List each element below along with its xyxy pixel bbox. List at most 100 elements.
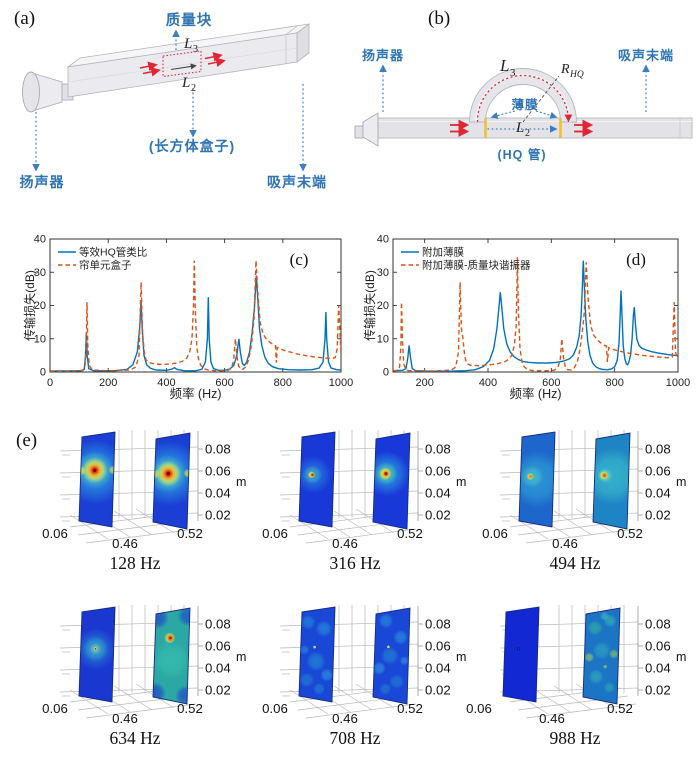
hq-tube [469, 68, 577, 123]
subplot-caption: 128 Hz [109, 553, 161, 573]
x-tick-label: 0.52 [177, 526, 203, 541]
absorber-text: 吸声末端 [618, 48, 674, 63]
x-tick-label: 0.06 [42, 701, 68, 716]
y-tick-label: 40 [377, 234, 389, 246]
z-tick-label: 0.08 [645, 617, 671, 632]
slice-border [582, 607, 621, 705]
z-tick-label: 0.06 [205, 464, 231, 479]
flow-arrows-right [204, 52, 226, 68]
hq-tube-text: (HQ 管) [497, 147, 546, 162]
flow-arrows-left [139, 61, 161, 77]
x-tick-label: 0 [47, 377, 53, 389]
slice-border [152, 432, 191, 530]
speaker-text: 扬声器 [362, 48, 404, 63]
panel-letter: (c) [290, 250, 309, 269]
z-tick-label: 0.06 [645, 464, 671, 479]
speaker-icon [22, 71, 74, 113]
z-tick-label: 0.04 [205, 661, 231, 676]
x-tick-label: 0.06 [466, 701, 492, 716]
rhq-text: R [560, 62, 570, 77]
z-tick-label: 0.04 [425, 486, 451, 501]
pressure-slice [519, 432, 555, 527]
z-tick-label: 0.02 [205, 683, 231, 698]
l3-text: L [499, 56, 509, 75]
z-tick-label: 0.08 [425, 617, 451, 632]
z-tick-label: 0.04 [425, 661, 451, 676]
hq-tube-highlight [475, 74, 571, 123]
x-tick-label: 0.06 [42, 526, 68, 541]
contour-subplot: 0.08 0.06 0.04 0.02 m 0.06 0.46 0.52 988 Hz [466, 590, 690, 759]
l3-sub: 3 [193, 44, 198, 55]
pressure-slice [503, 607, 539, 702]
y-tick-label: 10 [34, 333, 46, 345]
y-tick-label: 30 [34, 267, 46, 279]
y-tick-label: 40 [34, 234, 46, 246]
contour-subplot: 0.08 0.06 0.04 0.02 m 0.06 0.46 0.52 708 Hz [250, 590, 470, 759]
pressure-slice [79, 607, 115, 702]
x-tick-label: 400 [479, 377, 497, 389]
z-tick-label: 0.04 [205, 486, 231, 501]
z-tick-label: 0.02 [645, 683, 671, 698]
contour-subplot: 0.08 0.06 0.04 0.02 m 0.06 0.46 0.52 128 Hz [30, 415, 250, 585]
membrane-text: 薄膜 [511, 97, 538, 112]
arc-path-arrow [476, 74, 573, 123]
z-tick-label: 0.08 [425, 442, 451, 457]
panel-e-label: (e) [16, 430, 38, 451]
subplot-caption: 988 Hz [549, 728, 601, 748]
rhq-sub: HQ [569, 70, 584, 80]
x-tick-label: 800 [274, 377, 292, 389]
z-tick-label: 0.06 [645, 639, 671, 654]
x-tick-label: 200 [415, 377, 433, 389]
z-unit-label: m [236, 475, 246, 489]
z-tick-label: 0.04 [645, 661, 671, 676]
mass-block-text: 质量块 [166, 11, 213, 29]
panel-b-schematic: 扬声器 吸声末端 L 3 R HQ 薄膜 L 2 (HQ 管) [354, 48, 693, 162]
x-tick-label: 200 [99, 377, 117, 389]
x-tick-label: 0.46 [112, 536, 138, 551]
speaker-icon [354, 112, 379, 147]
y-tick-label: 0 [383, 367, 389, 379]
z-tick-label: 0.06 [205, 639, 231, 654]
legend-label: 附加薄膜-质量块谐振器 [422, 259, 531, 272]
subplot-caption: 494 Hz [549, 553, 601, 573]
subplot-caption: 316 Hz [329, 553, 381, 573]
z-tick-label: 0.02 [205, 508, 231, 523]
slice-border [592, 432, 631, 530]
x-tick-label: 1000 [666, 377, 690, 389]
series-line-0 [393, 260, 678, 372]
pressure-slice [299, 607, 335, 702]
pressure-slice [79, 432, 115, 527]
pressure-slice [299, 432, 335, 527]
z-unit-label: m [456, 650, 466, 664]
pressure-slice [583, 608, 620, 704]
slice-border [298, 606, 336, 703]
contour-subplot: 0.08 0.06 0.04 0.02 m 0.06 0.46 0.52 494 Hz [470, 415, 690, 585]
z-tick-label: 0.02 [425, 683, 451, 698]
y-axis-label: 传输损失(dB) [22, 270, 37, 341]
x-axis-label: 频率 (Hz) [169, 386, 221, 401]
length-arrow [170, 63, 197, 71]
slice-border [78, 606, 116, 703]
x-tick-label: 0.52 [617, 526, 643, 541]
x-tick-label: 600 [542, 377, 560, 389]
chart-d: 200 400 600 800 1000 0 10 20 30 40 附加薄膜附加薄膜-质量块谐振器… [362, 234, 690, 402]
x-tick-label: 0.46 [552, 536, 578, 551]
rectangular-duct [67, 23, 310, 98]
l3-text: L [183, 36, 192, 52]
z-tick-label: 0.08 [205, 617, 231, 632]
l2-text: L [181, 75, 190, 91]
y-tick-label: 20 [34, 300, 46, 312]
absorber-text: 吸声末端 [267, 174, 327, 190]
x-tick-label: 0.46 [112, 711, 138, 726]
y-tick-label: 20 [377, 300, 389, 312]
y-tick-label: 10 [377, 333, 389, 345]
slice-border [372, 432, 411, 530]
x-tick-label: 0.52 [177, 701, 203, 716]
contour-subplot: 0.08 0.06 0.04 0.02 m 0.06 0.46 0.52 634 Hz [30, 590, 250, 759]
flow-arrows-left [450, 119, 470, 137]
z-unit-label: m [676, 475, 686, 489]
x-tick-label: 0.06 [262, 526, 288, 541]
l2-sub: 2 [191, 83, 196, 94]
pressure-slice [373, 608, 410, 704]
